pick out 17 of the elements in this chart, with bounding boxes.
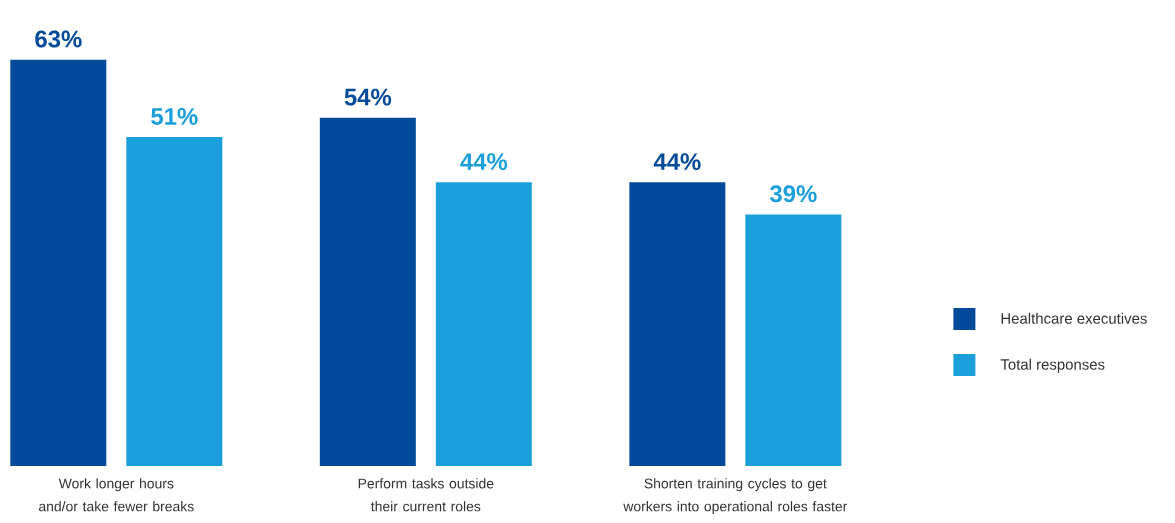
data-label: 54% <box>344 88 392 106</box>
data-label: 39% <box>769 185 817 203</box>
data-label: 63% <box>35 30 82 48</box>
data-label: 44% <box>653 153 701 171</box>
data-label: 44% <box>460 153 508 171</box>
bar <box>319 117 416 466</box>
bar <box>126 137 223 466</box>
x-tick-label: Perform tasks outside their current roles <box>358 478 494 512</box>
data-label: 51% <box>151 108 198 125</box>
x-tick-label: Shorten training cycles to get workers into operational roles faster <box>623 478 848 515</box>
bar <box>745 214 842 466</box>
bar <box>435 182 532 466</box>
bar <box>629 182 726 466</box>
legend-label: Total responses <box>1000 358 1105 373</box>
x-tick-label: Work longer hours and/or take fewer breaks <box>39 478 194 512</box>
legend-label: Healthcare executives <box>1001 312 1147 324</box>
bar <box>10 59 107 466</box>
